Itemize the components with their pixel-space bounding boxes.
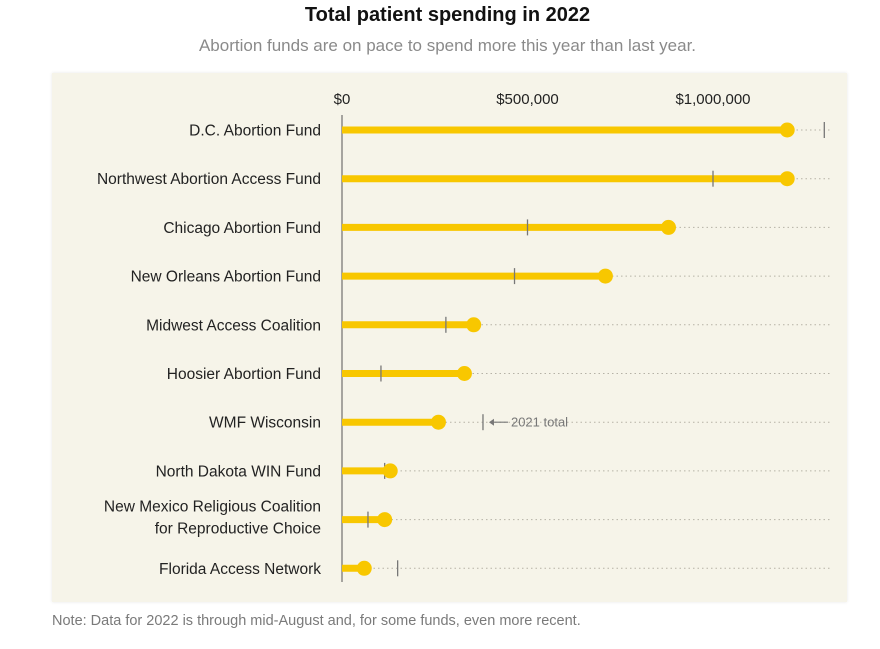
category-label: Hoosier Abortion Fund bbox=[167, 366, 321, 383]
annotation-arrow-head bbox=[488, 418, 494, 426]
bar-end-dot bbox=[430, 414, 446, 430]
x-tick-label-0: $0 bbox=[334, 91, 351, 108]
category-label: for Reproductive Choice bbox=[155, 521, 321, 538]
category-label: New Mexico Religious Coalition bbox=[104, 499, 321, 516]
chart-note: Note: Data for 2022 is through mid-Augus… bbox=[52, 613, 581, 629]
category-label: Chicago Abortion Fund bbox=[163, 220, 321, 237]
bar-end-dot bbox=[466, 317, 482, 333]
category-label: Florida Access Network bbox=[159, 561, 321, 578]
bar-end-dot bbox=[779, 122, 795, 138]
bar-end-dot bbox=[456, 366, 472, 381]
bar-end-dot bbox=[660, 219, 676, 235]
bar-end-dot bbox=[779, 171, 795, 187]
category-label: WMF Wisconsin bbox=[209, 415, 321, 432]
chart-title: Total patient spending in 2022 bbox=[304, 4, 591, 26]
category-label: North Dakota WIN Fund bbox=[156, 463, 321, 480]
category-label: Midwest Access Coalition bbox=[146, 317, 321, 334]
x-tick-label-2: $1,000,000 bbox=[675, 91, 750, 108]
annotation-label: 2021 total bbox=[511, 415, 568, 430]
category-label: D.C. Abortion Fund bbox=[189, 123, 321, 140]
bar-end-dot bbox=[356, 560, 372, 576]
category-label: New Orleans Abortion Fund bbox=[131, 269, 321, 286]
category-label: Northwest Abortion Access Fund bbox=[97, 171, 321, 188]
chart-subtitle: Abortion funds are on pace to spend more… bbox=[198, 36, 697, 55]
chart-panel bbox=[52, 73, 847, 602]
bar-end-dot bbox=[382, 463, 398, 479]
x-tick-label-1: $500,000 bbox=[496, 91, 559, 108]
bar-end-dot bbox=[597, 268, 613, 284]
bar-end-dot bbox=[377, 512, 393, 528]
